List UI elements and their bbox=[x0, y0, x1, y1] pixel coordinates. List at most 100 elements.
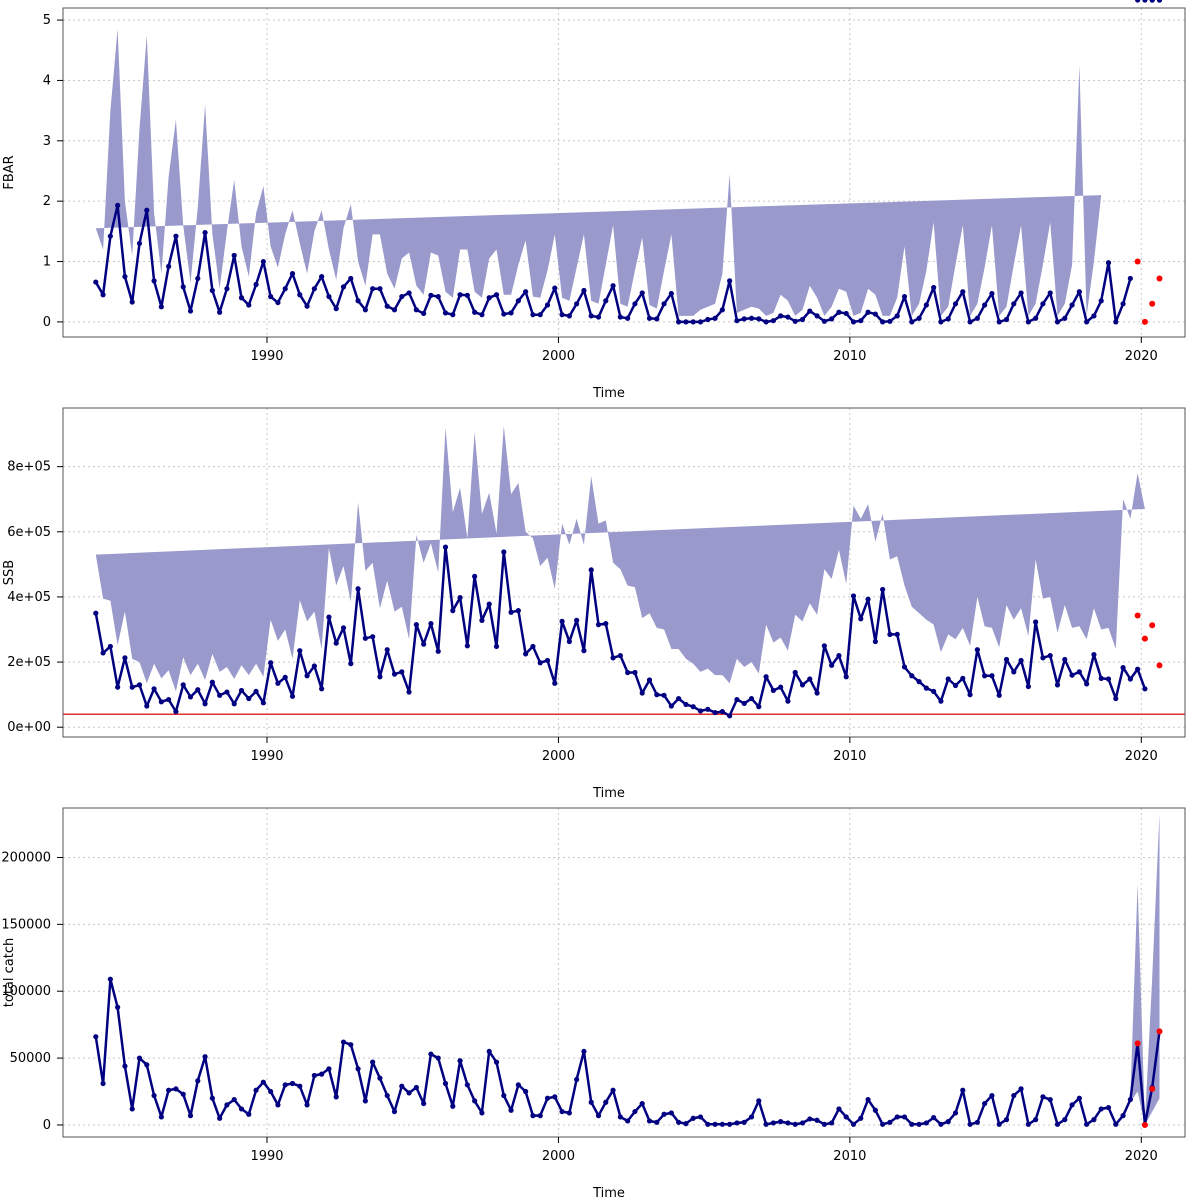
data-point bbox=[501, 1092, 507, 1099]
data-point bbox=[894, 631, 900, 637]
data-point bbox=[428, 621, 434, 627]
y-tick-label: 0e+00 bbox=[7, 720, 51, 735]
data-point bbox=[260, 700, 266, 706]
data-point bbox=[967, 319, 973, 325]
data-point bbox=[654, 692, 660, 698]
data-point bbox=[887, 318, 893, 324]
data-point bbox=[340, 284, 347, 290]
data-point bbox=[442, 310, 449, 316]
data-point bbox=[100, 650, 106, 656]
data-point bbox=[304, 303, 310, 309]
data-point bbox=[297, 292, 303, 298]
data-point bbox=[625, 669, 631, 676]
data-point bbox=[326, 293, 332, 300]
data-point bbox=[872, 311, 878, 317]
y-axis-title: SSB bbox=[2, 560, 17, 585]
data-point bbox=[268, 660, 274, 666]
data-point bbox=[566, 638, 572, 645]
forecast-point bbox=[1156, 1028, 1163, 1035]
data-point bbox=[770, 687, 776, 694]
data-point bbox=[311, 663, 317, 669]
data-point bbox=[559, 312, 565, 318]
data-point bbox=[370, 1059, 376, 1065]
data-point bbox=[435, 1055, 441, 1061]
data-point bbox=[129, 1106, 135, 1112]
data-point bbox=[421, 641, 427, 647]
data-point bbox=[734, 318, 740, 324]
data-point bbox=[326, 614, 332, 620]
data-point bbox=[821, 1121, 827, 1127]
data-point bbox=[1149, 0, 1155, 3]
data-point bbox=[719, 307, 725, 313]
data-point bbox=[1018, 290, 1024, 296]
x-tick-label: 2020 bbox=[1125, 1149, 1158, 1164]
y-tick-label: 200000 bbox=[1, 850, 51, 865]
chart-panel-ssb: 1990 2000 2010 2020 0e+00 2e+05 4e+05 6e+05 8e+0… bbox=[2, 0, 1186, 801]
data-point bbox=[836, 309, 842, 315]
data-point bbox=[1135, 666, 1141, 672]
data-point bbox=[617, 314, 623, 320]
data-point bbox=[880, 586, 886, 593]
forecast-point bbox=[1141, 1121, 1148, 1128]
data-point bbox=[508, 310, 514, 316]
data-point bbox=[865, 596, 871, 602]
data-point bbox=[275, 680, 281, 686]
data-point bbox=[1120, 301, 1126, 307]
data-point bbox=[901, 293, 908, 300]
data-point bbox=[479, 1110, 485, 1116]
data-point bbox=[960, 675, 966, 681]
data-point bbox=[151, 686, 157, 692]
data-point bbox=[319, 274, 325, 280]
data-point bbox=[778, 1119, 784, 1125]
data-point bbox=[566, 1110, 572, 1116]
series-line bbox=[94, 977, 1161, 1126]
data-point bbox=[537, 1113, 543, 1119]
data-point bbox=[712, 1121, 718, 1127]
data-point bbox=[195, 275, 201, 282]
forecast-point bbox=[1149, 622, 1156, 629]
x-tick-label: 1990 bbox=[250, 349, 283, 364]
data-point bbox=[1084, 319, 1090, 325]
data-point bbox=[705, 706, 711, 712]
data-point bbox=[195, 1078, 201, 1084]
data-point bbox=[187, 308, 194, 314]
data-point bbox=[1120, 1113, 1126, 1119]
data-point bbox=[763, 319, 769, 325]
data-point bbox=[967, 1121, 973, 1127]
data-point bbox=[530, 643, 536, 650]
data-point bbox=[355, 298, 361, 304]
data-point bbox=[100, 292, 106, 298]
data-point bbox=[566, 313, 572, 319]
data-point bbox=[93, 279, 99, 285]
x-tick-label: 2020 bbox=[1125, 349, 1158, 364]
data-point bbox=[1135, 0, 1141, 3]
data-point bbox=[107, 643, 113, 650]
data-point bbox=[880, 1121, 886, 1127]
data-point bbox=[158, 304, 164, 310]
data-point bbox=[442, 1080, 449, 1087]
data-point bbox=[260, 258, 266, 265]
data-point bbox=[1127, 275, 1133, 282]
data-point bbox=[151, 278, 157, 284]
data-point bbox=[115, 202, 121, 208]
data-point bbox=[406, 689, 412, 695]
y-tick-label: 5 bbox=[43, 13, 51, 28]
data-point bbox=[413, 307, 419, 313]
data-point bbox=[1025, 319, 1031, 325]
data-point bbox=[850, 593, 857, 599]
data-point bbox=[661, 301, 667, 307]
forecast-point bbox=[1134, 258, 1141, 265]
forecast-point bbox=[1134, 612, 1141, 619]
data-point bbox=[260, 1079, 266, 1085]
data-point bbox=[173, 1086, 179, 1092]
data-point bbox=[829, 1120, 835, 1126]
data-point bbox=[952, 301, 959, 307]
data-point bbox=[974, 647, 980, 653]
data-point bbox=[1084, 1121, 1090, 1127]
data-point bbox=[253, 281, 259, 288]
data-point bbox=[537, 312, 543, 318]
data-point bbox=[894, 1114, 900, 1120]
data-point bbox=[268, 293, 274, 300]
data-point bbox=[683, 319, 689, 325]
